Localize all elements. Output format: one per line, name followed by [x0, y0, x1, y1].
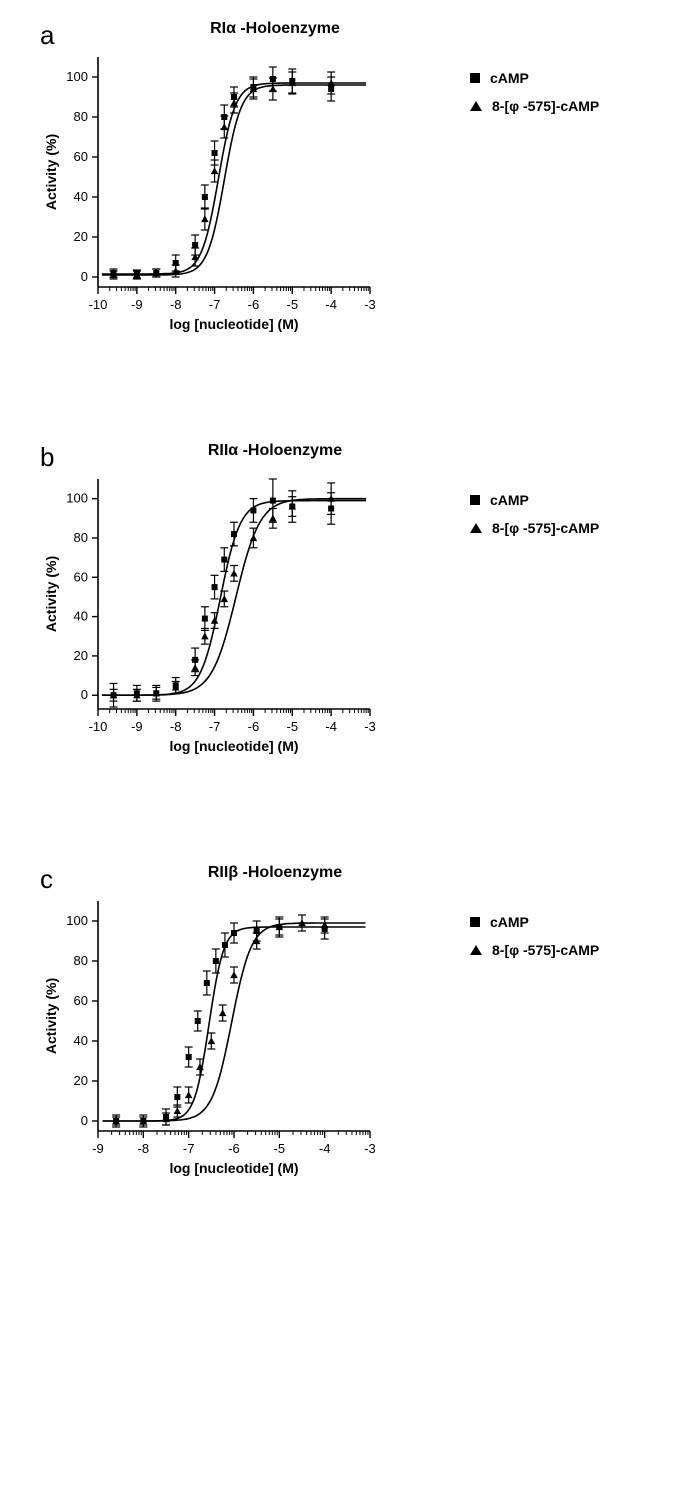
legend-label: cAMP: [490, 70, 529, 86]
triangle-marker-icon: [470, 101, 482, 111]
legend-label: 8-[φ -575]-cAMP: [492, 942, 599, 958]
svg-text:-4: -4: [325, 719, 337, 734]
chart-block: b RIIα -Holoenzyme 0 20 40 60 80 100 -10 -9 -8 -7 -6…: [40, 442, 440, 804]
svg-text:-10: -10: [89, 719, 108, 734]
svg-text:-3: -3: [364, 297, 376, 312]
triangle-marker-icon: [470, 945, 482, 955]
svg-text:80: 80: [74, 953, 88, 968]
y-axis-label: Activity (%): [43, 556, 59, 632]
figure: a RIα -Holoenzyme 0 20 40 60 80 100 -10 -9 -8 -7 -6 -…: [0, 0, 685, 1306]
svg-text:-6: -6: [228, 1141, 240, 1156]
svg-text:40: 40: [74, 189, 88, 204]
x-axis-label: log [nucleotide] (M): [169, 316, 298, 332]
svg-text:-4: -4: [319, 1141, 331, 1156]
svg-text:-9: -9: [92, 1141, 104, 1156]
svg-text:-4: -4: [325, 297, 337, 312]
legend-item: cAMP: [470, 70, 599, 86]
chart-svg: 0 20 40 60 80 100 -9 -8 -7 -6 -5 -4 -3 log [nucleotid…: [40, 886, 380, 1226]
svg-text:-9: -9: [131, 297, 143, 312]
curve-square: [103, 927, 366, 1121]
legend-label: cAMP: [490, 492, 529, 508]
svg-text:-7: -7: [209, 719, 221, 734]
chart-svg: 0 20 40 60 80 100 -10 -9 -8 -7 -6 -5 -4 -3 log [nucleo…: [40, 42, 380, 382]
legend: cAMP 8-[φ -575]-cAMP: [470, 492, 599, 548]
y-axis-label: Activity (%): [43, 134, 59, 210]
panel-letter: c: [40, 864, 53, 895]
svg-text:20: 20: [74, 1073, 88, 1088]
svg-text:80: 80: [74, 109, 88, 124]
chart-title: RIIα -Holoenzyme: [110, 442, 440, 460]
svg-text:-5: -5: [274, 1141, 286, 1156]
svg-text:0: 0: [81, 269, 88, 284]
svg-text:-5: -5: [287, 719, 299, 734]
legend-item: cAMP: [470, 914, 599, 930]
legend-label: cAMP: [490, 914, 529, 930]
chart-title: RIIβ -Holoenzyme: [110, 864, 440, 882]
svg-text:-6: -6: [248, 719, 260, 734]
square-marker-icon: [470, 73, 480, 83]
curve-triangle: [103, 923, 366, 1121]
legend-item: 8-[φ -575]-cAMP: [470, 942, 599, 958]
svg-text:-3: -3: [364, 719, 376, 734]
legend-item: 8-[φ -575]-cAMP: [470, 98, 599, 114]
svg-text:-7: -7: [183, 1141, 195, 1156]
legend-item: 8-[φ -575]-cAMP: [470, 520, 599, 536]
svg-text:100: 100: [66, 491, 88, 506]
svg-text:100: 100: [66, 69, 88, 84]
svg-text:60: 60: [74, 149, 88, 164]
square-marker-icon: [470, 917, 480, 927]
svg-text:-8: -8: [170, 297, 182, 312]
svg-text:-7: -7: [209, 297, 221, 312]
legend-label: 8-[φ -575]-cAMP: [492, 520, 599, 536]
svg-text:-8: -8: [170, 719, 182, 734]
chart-block: a RIα -Holoenzyme 0 20 40 60 80 100 -10 -9 -8 -7 -6 -…: [40, 20, 440, 382]
svg-text:-8: -8: [138, 1141, 150, 1156]
square-marker-icon: [470, 495, 480, 505]
triangle-marker-icon: [470, 523, 482, 533]
x-axis-label: log [nucleotide] (M): [169, 1160, 298, 1176]
chart-svg: 0 20 40 60 80 100 -10 -9 -8 -7 -6 -5 -4 -3 log [nucleo…: [40, 464, 380, 804]
svg-text:80: 80: [74, 530, 88, 545]
panel-b: b RIIα -Holoenzyme 0 20 40 60 80 100 -10 -9 -8 -7 -6…: [0, 442, 685, 804]
panel-letter: b: [40, 442, 54, 473]
panel-a: a RIα -Holoenzyme 0 20 40 60 80 100 -10 -9 -8 -7 -6 -…: [0, 20, 685, 382]
svg-text:40: 40: [74, 1033, 88, 1048]
legend: cAMP 8-[φ -575]-cAMP: [470, 70, 599, 126]
svg-text:-3: -3: [364, 1141, 376, 1156]
svg-text:-5: -5: [287, 297, 299, 312]
chart-title: RIα -Holoenzyme: [110, 20, 440, 38]
svg-text:100: 100: [66, 913, 88, 928]
svg-text:0: 0: [81, 687, 88, 702]
chart-block: c RIIβ -Holoenzyme 0 20 40 60 80 100 -9 -8 -7 -6 -5 -…: [40, 864, 440, 1226]
legend: cAMP 8-[φ -575]-cAMP: [470, 914, 599, 970]
svg-text:60: 60: [74, 569, 88, 584]
x-axis-label: log [nucleotide] (M): [169, 738, 298, 754]
svg-text:20: 20: [74, 229, 88, 244]
svg-text:20: 20: [74, 648, 88, 663]
y-axis-label: Activity (%): [43, 978, 59, 1054]
legend-item: cAMP: [470, 492, 599, 508]
panel-c: c RIIβ -Holoenzyme 0 20 40 60 80 100 -9 -8 -7 -6 -5 -…: [0, 864, 685, 1226]
svg-text:-6: -6: [248, 297, 260, 312]
svg-text:0: 0: [81, 1113, 88, 1128]
panel-letter: a: [40, 20, 54, 51]
svg-text:-10: -10: [89, 297, 108, 312]
svg-text:60: 60: [74, 993, 88, 1008]
svg-text:40: 40: [74, 609, 88, 624]
svg-text:-9: -9: [131, 719, 143, 734]
legend-label: 8-[φ -575]-cAMP: [492, 98, 599, 114]
